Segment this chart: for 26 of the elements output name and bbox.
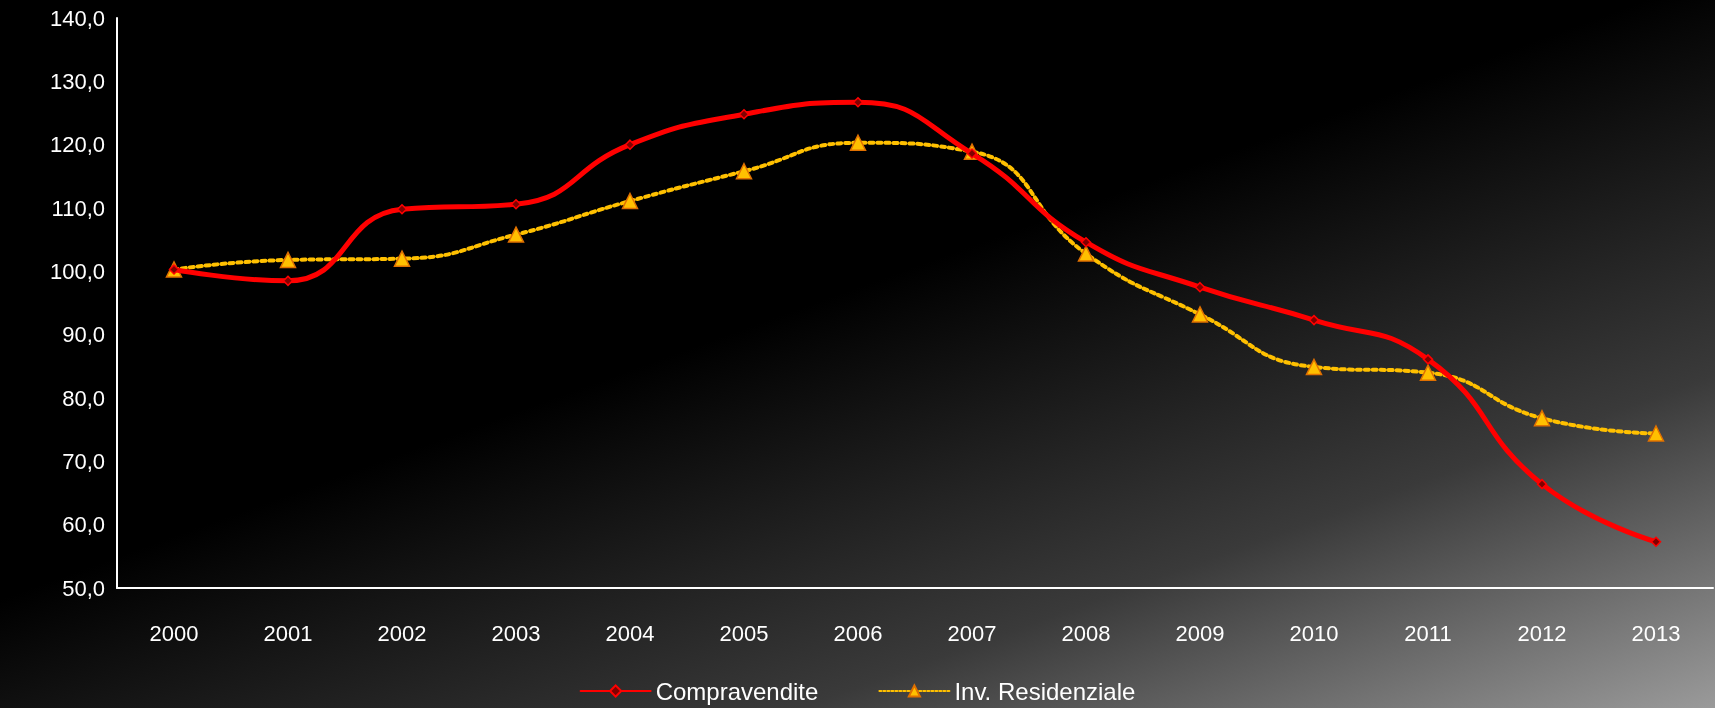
y-tick-label: 120,0: [49, 132, 105, 158]
y-tick-label: 80,0: [62, 385, 105, 411]
x-tick-label: 2006: [833, 620, 883, 646]
x-tick-label: 2002: [377, 620, 427, 646]
y-tick-label: 110,0: [51, 195, 105, 221]
y-tick-label: 60,0: [62, 512, 105, 538]
x-tick-label: 2005: [719, 620, 769, 646]
x-tick-label: 2010: [1289, 620, 1339, 646]
x-tick-label: 2009: [1175, 620, 1225, 646]
y-tick-label: 50,0: [62, 575, 105, 601]
legend-label: Compravendite: [655, 677, 819, 705]
x-tick-label: 2003: [491, 620, 541, 646]
x-tick-label: 2000: [149, 620, 199, 646]
y-tick-label: 90,0: [62, 322, 105, 348]
x-tick-label: 2011: [1404, 620, 1452, 646]
y-tick-label: 140,0: [49, 5, 105, 31]
x-tick-label: 2001: [263, 620, 313, 646]
x-tick-label: 2008: [1061, 620, 1111, 646]
x-tick-label: 2013: [1631, 620, 1681, 646]
x-tick-label: 2012: [1517, 620, 1567, 646]
x-tick-label: 2007: [947, 620, 997, 646]
y-tick-label: 70,0: [62, 448, 105, 474]
legend-label: Inv. Residenziale: [954, 677, 1136, 705]
y-tick-label: 100,0: [49, 258, 105, 284]
y-tick-label: 130,0: [49, 68, 105, 94]
x-tick-label: 2004: [605, 620, 655, 646]
